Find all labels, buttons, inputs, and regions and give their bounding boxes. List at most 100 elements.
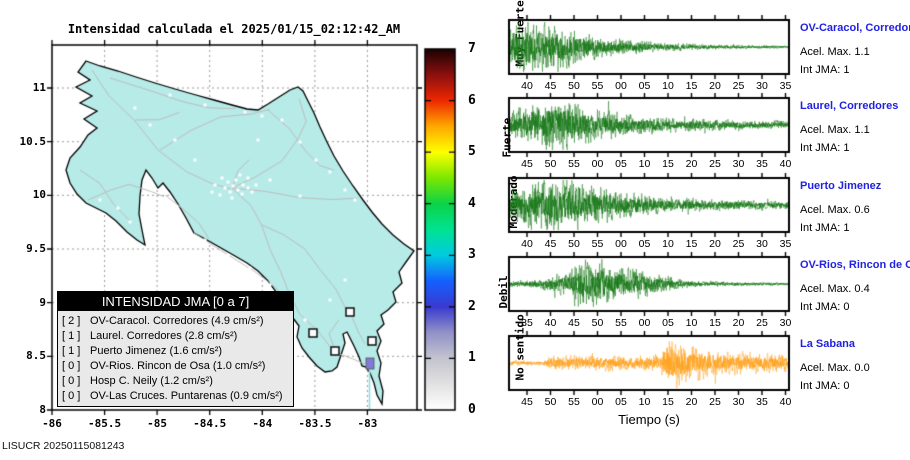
trace-int-jma-label: Int JMA: 1 bbox=[800, 142, 850, 154]
trace-x-tick-label: 45 bbox=[521, 158, 533, 170]
station-acceleration-label: Hosp C. Neily (1.2 cm/s²) bbox=[90, 375, 213, 387]
time-axis-label: Tiempo (s) bbox=[618, 412, 680, 427]
colorbar-tick-label: 1 bbox=[468, 350, 476, 366]
map-x-tick-label: -85.5 bbox=[88, 417, 122, 430]
trace-int-jma-label: Int JMA: 1 bbox=[800, 64, 850, 76]
map-y-tick-label: 9 bbox=[39, 295, 46, 309]
intensity-value: [ 1 ] bbox=[62, 330, 81, 342]
trace-x-tick-label: 40 bbox=[521, 238, 533, 250]
map-x-tick-label: -83.5 bbox=[298, 417, 332, 430]
trace-x-tick-label: 45 bbox=[544, 80, 557, 92]
trace-station-label: OV-Rios, Rincon de Osa bbox=[800, 259, 910, 271]
colorbar-tick-label: 0 bbox=[468, 402, 476, 417]
trace-x-tick-label: 00 bbox=[638, 317, 651, 329]
trace-x-tick-label: 15 bbox=[685, 80, 698, 92]
footer-id-label: LISUCR 20250115081243 bbox=[2, 440, 125, 452]
trace-x-tick-label: 45 bbox=[521, 396, 533, 408]
trace-station-label: La Sabana bbox=[800, 338, 856, 350]
trace-x-tick-label: 55 bbox=[615, 317, 627, 329]
trace-int-jma-label: Int JMA: 0 bbox=[800, 301, 850, 313]
trace-x-tick-label: 10 bbox=[662, 238, 674, 250]
intensity-legend: INTENSIDAD JMA [0 a 7] [ 2 ] OV-Caracol. … bbox=[57, 291, 294, 407]
trace-x-tick-label: 20 bbox=[685, 158, 698, 170]
trace-x-tick-label: 35 bbox=[779, 238, 792, 250]
map-x-tick-label: -84.5 bbox=[193, 417, 227, 430]
trace-x-tick-label: 40 bbox=[779, 158, 792, 170]
trace-x-tick-label: 35 bbox=[756, 396, 768, 408]
station-acceleration-label: Laurel. Corredores (2.8 cm/s²) bbox=[90, 330, 238, 342]
trace-x-tick-label: 10 bbox=[638, 158, 651, 170]
trace-x-tick-label: 25 bbox=[709, 396, 721, 408]
trace-x-tick-label: 25 bbox=[732, 80, 745, 92]
trace-x-tick-label: 05 bbox=[638, 80, 651, 92]
trace-acel-max-label: Acel. Max. 1.1 bbox=[800, 46, 870, 58]
page-title: Intensidad calculada el 2025/01/15_02:12… bbox=[67, 22, 401, 36]
seismogram-canvas bbox=[506, 249, 800, 321]
trace-x-tick-label: 55 bbox=[591, 80, 604, 92]
trace-x-tick-label: 00 bbox=[615, 238, 627, 250]
trace-x-tick-label: 30 bbox=[779, 317, 792, 329]
colorbar-tick-label: 5 bbox=[468, 144, 476, 160]
station-acceleration-label: Puerto Jimenez (1.6 cm/s²) bbox=[90, 345, 223, 357]
trace-x-tick-label: 05 bbox=[662, 317, 674, 329]
trace-x-tick-label: 50 bbox=[544, 158, 557, 170]
station-acceleration-label: OV-Las Cruces. Puntarenas (0.9 cm/s²) bbox=[90, 390, 283, 402]
intensity-value: [ 1 ] bbox=[62, 345, 81, 357]
trace-x-tick-label: 10 bbox=[638, 396, 651, 408]
trace-x-tick-label: 00 bbox=[591, 158, 604, 170]
trace-station-label: Puerto Jimenez bbox=[800, 180, 882, 192]
trace-x-tick-label: 40 bbox=[779, 396, 792, 408]
trace-x-tick-label: 40 bbox=[521, 80, 533, 92]
map-x-tick-label: -84 bbox=[252, 417, 273, 430]
trace-x-tick-label: 45 bbox=[568, 317, 580, 329]
map-y-tick-label: 10.5 bbox=[19, 134, 47, 148]
trace-x-tick-label: 25 bbox=[732, 238, 745, 250]
intensity-value: [ 0 ] bbox=[62, 390, 81, 402]
trace-x-tick-label: 25 bbox=[709, 158, 721, 170]
intensity-legend-rows: [ 2 ] OV-Caracol. Corredores (4.9 cm/s²)[… bbox=[58, 311, 293, 404]
trace-x-tick-label: 20 bbox=[685, 396, 698, 408]
seismogram-canvas bbox=[506, 90, 800, 162]
colorbar-tick-label: 7 bbox=[468, 41, 476, 56]
trace-x-tick-label: 35 bbox=[521, 317, 533, 329]
trace-acel-max-label: Acel. Max. 1.1 bbox=[800, 124, 870, 136]
trace-acel-max-label: Acel. Max. 0.0 bbox=[800, 362, 870, 374]
station-acceleration-label: OV-Caracol. Corredores (4.9 cm/s²) bbox=[90, 315, 264, 327]
station-acceleration-label: OV-Rios. Rincon de Osa (1.0 cm/s²) bbox=[90, 360, 266, 372]
trace-x-tick-label: 50 bbox=[591, 317, 604, 329]
trace-x-tick-label: 20 bbox=[709, 80, 721, 92]
colorbar-tick-label: 3 bbox=[468, 247, 476, 263]
map-x-tick-label: -85 bbox=[147, 417, 168, 430]
trace-x-tick-label: 50 bbox=[568, 80, 580, 92]
trace-x-tick-label: 00 bbox=[591, 396, 604, 408]
intensity-legend-header: INTENSIDAD JMA [0 a 7] bbox=[58, 292, 293, 311]
trace-x-tick-label: 05 bbox=[615, 396, 627, 408]
map-y-tick-label: 11 bbox=[32, 81, 46, 94]
trace-x-tick-label: 00 bbox=[615, 80, 627, 92]
trace-x-tick-label: 50 bbox=[568, 238, 580, 250]
trace-int-jma-label: Int JMA: 0 bbox=[800, 380, 850, 392]
trace-x-tick-label: 30 bbox=[732, 158, 745, 170]
intensity-legend-item: [ 1 ] Puerto Jimenez (1.6 cm/s²) bbox=[58, 344, 293, 359]
trace-x-tick-label: 45 bbox=[544, 238, 557, 250]
trace-acel-max-label: Acel. Max. 0.6 bbox=[800, 204, 870, 216]
map-y-tick-label: 8 bbox=[39, 403, 46, 416]
seismogram-canvas bbox=[506, 328, 800, 400]
trace-x-tick-label: 55 bbox=[591, 238, 604, 250]
trace-x-tick-label: 30 bbox=[756, 80, 768, 92]
trace-x-tick-label: 10 bbox=[685, 317, 698, 329]
intensity-legend-item: [ 0 ] OV-Rios. Rincon de Osa (1.0 cm/s²) bbox=[58, 359, 293, 374]
map-y-tick-label: 8.5 bbox=[26, 349, 46, 363]
intensity-value: [ 0 ] bbox=[62, 375, 81, 387]
trace-x-tick-label: 15 bbox=[662, 396, 674, 408]
trace-x-tick-label: 35 bbox=[779, 80, 792, 92]
map-x-tick-label: -83 bbox=[357, 417, 378, 430]
intensity-legend-item: [ 0 ] OV-Las Cruces. Puntarenas (0.9 cm/s… bbox=[58, 389, 293, 404]
map-x-tick-label: -86 bbox=[42, 417, 62, 430]
trace-x-tick-label: 35 bbox=[756, 158, 768, 170]
intensity-legend-item: [ 2 ] OV-Caracol. Corredores (4.9 cm/s²) bbox=[58, 314, 293, 329]
trace-int-jma-label: Int JMA: 1 bbox=[800, 222, 850, 234]
map-y-tick-label: 9.5 bbox=[26, 242, 46, 255]
colorbar-tick-label: 6 bbox=[468, 92, 476, 108]
